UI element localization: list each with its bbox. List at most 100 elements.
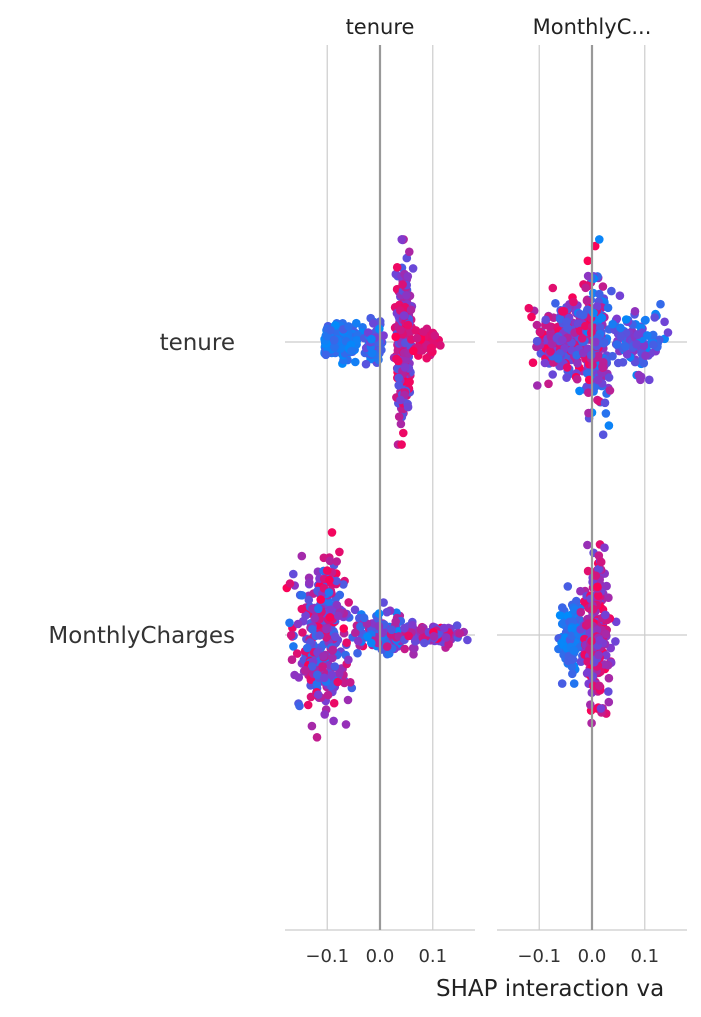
- x-tick-label: 0.1: [630, 946, 659, 967]
- scatter-point: [583, 271, 593, 281]
- scatter-point: [595, 681, 604, 691]
- scatter-point: [329, 698, 339, 708]
- scatter-point: [298, 628, 307, 637]
- scatter-point: [333, 611, 343, 621]
- scatter-point: [290, 670, 299, 680]
- scatter-point: [557, 679, 567, 688]
- scatter-point: [350, 605, 360, 615]
- scatter-point: [593, 375, 603, 385]
- x-tick-label: −0.1: [305, 946, 349, 967]
- scatter-point: [622, 350, 632, 359]
- scatter-point: [403, 272, 413, 281]
- scatter-point: [326, 605, 336, 615]
- x-tick-label: 0.0: [578, 946, 607, 967]
- panel-title: MonthlyC...: [533, 15, 652, 39]
- scatter-point: [382, 607, 392, 617]
- scatter-point: [297, 551, 307, 561]
- scatter-point: [353, 648, 362, 658]
- scatter-point: [436, 341, 445, 350]
- scatter-point: [286, 630, 296, 640]
- scatter-point: [593, 582, 602, 592]
- scatter-point: [325, 575, 334, 585]
- scatter-point: [305, 578, 314, 587]
- scatter-point: [444, 639, 453, 649]
- scatter-point: [594, 650, 603, 660]
- scatter-point: [408, 264, 418, 273]
- scatter-point: [604, 697, 614, 707]
- feature-label: tenure: [160, 330, 235, 356]
- scatter-point: [604, 373, 614, 382]
- scatter-point: [608, 351, 617, 361]
- scatter-point: [595, 323, 605, 333]
- scatter-point: [599, 339, 608, 348]
- scatter-point: [660, 317, 669, 327]
- scatter-point: [545, 322, 554, 331]
- x-tick-label: −0.1: [517, 946, 561, 967]
- scatter-point: [346, 678, 355, 687]
- scatter-point: [583, 566, 593, 576]
- scatter-point: [527, 312, 536, 322]
- scatter-point: [333, 677, 343, 687]
- scatter-point: [285, 618, 294, 628]
- scatter-point: [308, 625, 317, 634]
- scatter-point: [397, 235, 407, 244]
- scatter-point: [426, 343, 436, 353]
- scatter-point: [595, 289, 604, 299]
- scatter-point: [316, 595, 326, 604]
- scatter-point: [403, 402, 413, 412]
- scatter-point: [367, 334, 376, 344]
- scatter-point: [569, 297, 578, 307]
- scatter-point: [598, 430, 608, 440]
- scatter-point: [322, 633, 331, 642]
- scatter-point: [356, 622, 365, 631]
- scatter-point: [535, 327, 545, 337]
- scatter-point: [328, 653, 337, 663]
- scatter-point: [322, 624, 331, 634]
- scatter-point: [397, 440, 406, 449]
- scatter-point: [639, 341, 649, 351]
- x-tick-label: 0.0: [366, 946, 395, 967]
- scatter-point: [315, 631, 324, 640]
- scatter-point: [313, 690, 323, 699]
- scatter-point: [363, 632, 372, 642]
- scatter-point: [314, 604, 323, 614]
- feature-label: MonthlyCharges: [48, 623, 235, 649]
- scatter-point: [583, 657, 592, 666]
- scatter-point: [332, 557, 342, 566]
- scatter-point: [404, 631, 413, 641]
- scatter-point: [352, 318, 361, 328]
- scatter-point: [630, 307, 640, 316]
- scatter-point: [318, 662, 327, 671]
- scatter-point: [352, 336, 362, 345]
- scatter-point: [297, 591, 307, 600]
- scatter-point: [330, 335, 339, 345]
- scatter-point: [600, 398, 610, 408]
- scatter-point: [322, 566, 332, 575]
- scatter-point: [359, 613, 369, 623]
- scatter-point: [339, 624, 349, 633]
- scatter-point: [548, 283, 558, 293]
- scatter-point: [595, 235, 604, 244]
- scatter-point: [616, 323, 625, 333]
- scatter-point: [419, 327, 428, 337]
- scatter-point: [586, 700, 595, 709]
- scatter-point: [578, 310, 588, 320]
- scatter-point: [325, 613, 335, 622]
- scatter-point: [344, 655, 353, 665]
- scatter-point: [583, 619, 593, 628]
- scatter-point: [555, 611, 565, 620]
- scatter-point: [287, 655, 297, 664]
- scatter-point: [403, 320, 413, 330]
- scatter-point: [303, 700, 313, 710]
- scatter-point: [307, 662, 317, 671]
- scatter-point: [396, 419, 406, 429]
- panel-title: tenure: [346, 15, 415, 39]
- scatter-point: [408, 621, 417, 630]
- scatter-point: [548, 370, 557, 379]
- scatter-point: [584, 388, 593, 398]
- grid-layer: [285, 45, 687, 931]
- scatter-point: [600, 660, 609, 669]
- scatter-point: [583, 256, 593, 266]
- scatter-point: [532, 320, 542, 330]
